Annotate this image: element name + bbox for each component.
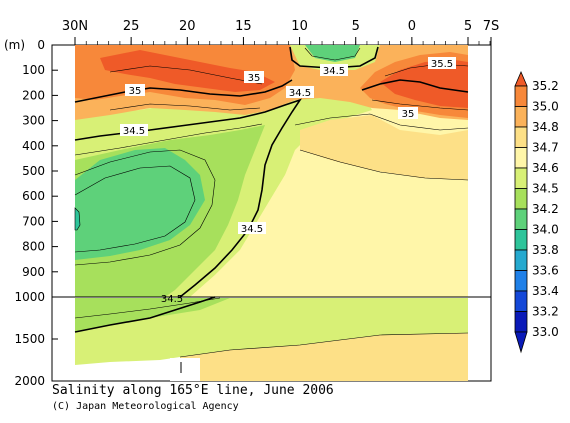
contour-label: 34.5	[161, 294, 183, 305]
depth-tick-label: 700	[22, 214, 45, 228]
depth-axis: 0 100 200 300 400 500 600 700 800 900 1000 1500 2000	[14, 38, 58, 388]
colorbar-max-arrow	[514, 70, 528, 87]
colorbar-label: 33.2	[532, 305, 559, 319]
depth-tick-label: 300	[22, 114, 45, 128]
contour-34.5-thick	[74, 98, 302, 298]
contour-label: 35	[129, 86, 142, 97]
depth-tick-label: 100	[22, 63, 45, 77]
latitude-tick-label: 10	[291, 19, 308, 34]
latitude-axis: 30N 25 20 15 10 5 0 5 7S	[62, 19, 499, 45]
contour-thin-4	[294, 113, 469, 131]
latitude-tick-label: 25	[123, 19, 140, 34]
colorbar-swatch	[514, 167, 528, 189]
colorbar-swatch	[514, 249, 528, 271]
depth-tick-label: 2000	[14, 374, 45, 388]
colorbar-swatch	[514, 290, 528, 312]
contour-thin-10	[304, 47, 361, 61]
salinity-fill	[74, 45, 468, 381]
colorbar-label: 34.2	[532, 202, 559, 216]
contour-label: 35.5	[431, 59, 453, 70]
salinity-band-34.6-east	[190, 150, 468, 297]
depth-tick-label: 1500	[14, 332, 45, 346]
contour-label: 34.5	[323, 66, 345, 77]
depth-tick-label: 200	[22, 88, 45, 102]
contour-thin-5	[299, 149, 469, 181]
colorbar-label: 33.4	[532, 284, 559, 298]
chart-credit: (C) Japan Meteorological Agency	[52, 401, 239, 412]
y-axis-label: (m)	[4, 38, 25, 52]
latitude-tick-label: 7S	[483, 19, 500, 34]
colorbar-label: 35.0	[532, 100, 559, 114]
chart-title: Salinity along 165°E line, June 2006	[52, 383, 334, 398]
contour-thin-3	[74, 165, 196, 253]
colorbar-swatch	[514, 106, 528, 128]
latitude-tick-label: 15	[235, 19, 252, 34]
depth-tick-label: 600	[22, 189, 45, 203]
contour-35-thick-west	[74, 79, 293, 103]
colorbar-label: 34.0	[532, 223, 559, 237]
contour-label: 34.5	[289, 88, 311, 99]
colorbar-swatch	[514, 270, 528, 292]
colorbar-swatch	[514, 188, 528, 210]
colorbar-label: 34.6	[532, 161, 559, 175]
colorbar-label: 34.8	[532, 120, 559, 134]
contour-label: 35	[248, 73, 261, 84]
colorbar-swatch	[514, 311, 528, 333]
colorbar-label: 33.0	[532, 325, 559, 339]
colorbar-label: 33.8	[532, 243, 559, 257]
colorbar-swatch	[514, 85, 528, 107]
colorbar-min-arrow	[514, 331, 528, 354]
depth-tick-label: 900	[22, 265, 45, 279]
contour-thin-1	[74, 123, 263, 156]
missing-data-patch	[170, 358, 200, 381]
colorbar-label: 34.5	[532, 182, 559, 196]
salinity-band-34.0	[75, 148, 205, 260]
salinity-band-34.6	[300, 115, 468, 180]
salinity-band-35.2-west	[100, 50, 275, 92]
contour-thin-9	[371, 99, 469, 111]
latitude-tick-label: 0	[408, 19, 416, 34]
latitude-tick-label: 5	[352, 19, 360, 34]
contour-thin-deep-2	[179, 332, 469, 358]
colorbar-swatch	[514, 208, 528, 230]
contour-label: 35	[402, 109, 415, 120]
contour-thin-7	[109, 65, 263, 85]
depth-tick-label: 0	[37, 38, 45, 52]
salinity-band-34.2-deep-west	[75, 298, 230, 332]
colorbar-label: 34.7	[532, 141, 559, 155]
colorbar-swatch	[514, 147, 528, 169]
colorbar-swatch	[514, 126, 528, 148]
contour-label: 34.5	[123, 126, 145, 137]
salinity-band-33.8-pocket	[74, 207, 81, 231]
latitude-tick-label: 5	[464, 19, 472, 34]
contour-labels: 35 34.5 35 35.5 34.5 35 34.5 34.5 34.5	[120, 57, 456, 305]
salinity-band-34.5-deep	[180, 333, 468, 381]
latitude-tick-label: 20	[179, 19, 196, 34]
contour-thin-deep-1	[74, 297, 221, 319]
depth-tick-label: 500	[22, 164, 45, 178]
salinity-band-34.2-deep	[75, 298, 468, 381]
contour-label: 34.5	[241, 224, 263, 235]
contour-lines	[74, 46, 469, 358]
depth-tick-label: 800	[22, 240, 45, 254]
latitude-tick-label: 30N	[62, 19, 88, 34]
colorbar-label: 33.6	[532, 264, 559, 278]
colorbar-label: 35.2	[532, 79, 559, 93]
depth-tick-label: 1000	[14, 290, 45, 304]
contour-35-thick-east	[361, 79, 469, 93]
contour-thin-6	[109, 103, 261, 111]
colorbar: 35.2 35.0 34.8 34.7 34.6 34.5 34.2 34.0 33.8 33.6…	[514, 70, 559, 354]
colorbar-swatch	[514, 229, 528, 251]
depth-tick-label: 400	[22, 139, 45, 153]
contour-thin-2	[74, 149, 216, 266]
